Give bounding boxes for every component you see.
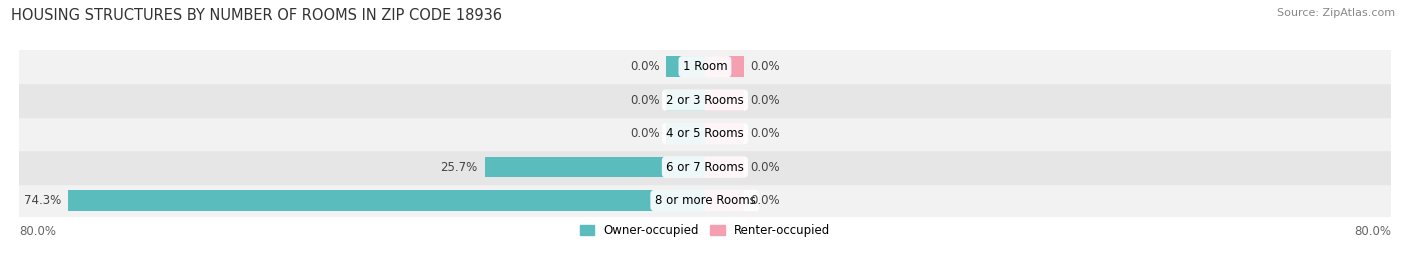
Text: 0.0%: 0.0% — [630, 127, 659, 140]
Text: 0.0%: 0.0% — [751, 127, 780, 140]
Text: 80.0%: 80.0% — [18, 225, 56, 238]
Bar — [704, 90, 744, 111]
Text: 8 or more Rooms: 8 or more Rooms — [655, 194, 755, 207]
Bar — [18, 117, 1391, 150]
Text: 74.3%: 74.3% — [24, 194, 60, 207]
Text: 4 or 5 Rooms: 4 or 5 Rooms — [666, 127, 744, 140]
Bar — [704, 56, 744, 77]
Text: 6 or 7 Rooms: 6 or 7 Rooms — [666, 161, 744, 174]
Bar — [704, 190, 744, 211]
Text: 0.0%: 0.0% — [751, 94, 780, 107]
Bar — [18, 184, 1391, 217]
Text: 0.0%: 0.0% — [751, 161, 780, 174]
Text: 0.0%: 0.0% — [630, 60, 659, 73]
Bar — [704, 157, 744, 178]
Text: 0.0%: 0.0% — [630, 94, 659, 107]
Text: 0.0%: 0.0% — [751, 60, 780, 73]
Bar — [67, 190, 704, 211]
Bar — [666, 123, 704, 144]
Bar — [666, 90, 704, 111]
Text: 25.7%: 25.7% — [440, 161, 478, 174]
Bar — [18, 50, 1391, 83]
Bar — [18, 83, 1391, 117]
Legend: Owner-occupied, Renter-occupied: Owner-occupied, Renter-occupied — [575, 219, 835, 242]
Text: Source: ZipAtlas.com: Source: ZipAtlas.com — [1277, 8, 1395, 18]
Text: 80.0%: 80.0% — [1354, 225, 1391, 238]
Bar — [704, 123, 744, 144]
Bar — [18, 150, 1391, 184]
Bar — [666, 56, 704, 77]
Text: 1 Room: 1 Room — [683, 60, 727, 73]
Text: 2 or 3 Rooms: 2 or 3 Rooms — [666, 94, 744, 107]
Text: HOUSING STRUCTURES BY NUMBER OF ROOMS IN ZIP CODE 18936: HOUSING STRUCTURES BY NUMBER OF ROOMS IN… — [11, 8, 502, 23]
Bar — [485, 157, 704, 178]
Text: 0.0%: 0.0% — [751, 194, 780, 207]
